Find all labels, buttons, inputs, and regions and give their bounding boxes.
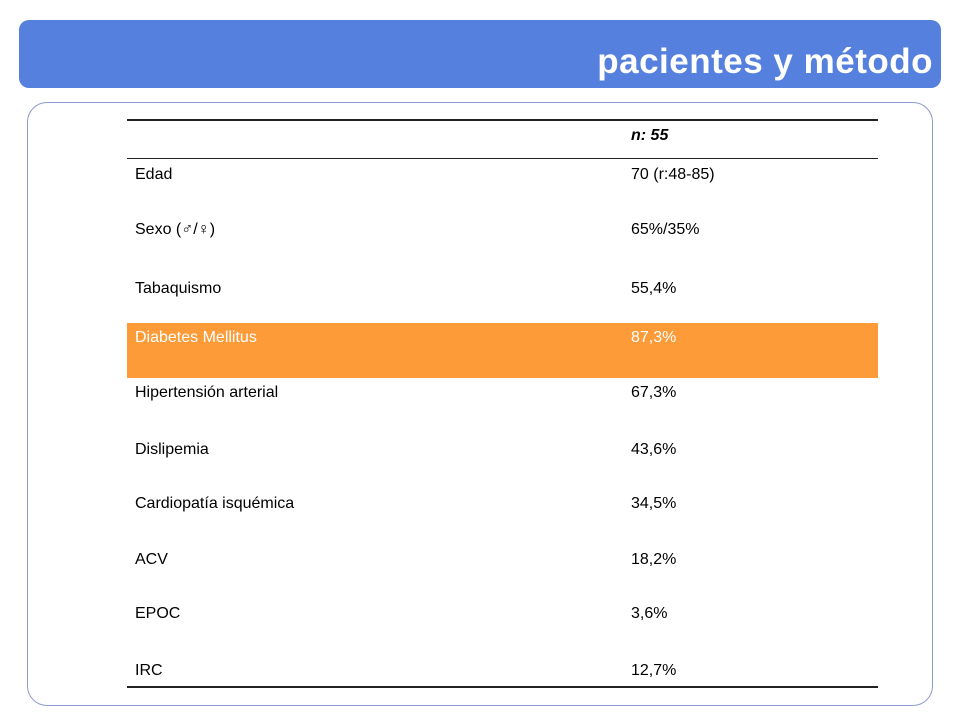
row-label: ACV bbox=[135, 551, 168, 568]
row-label: Cardiopatía isquémica bbox=[135, 495, 295, 512]
table-header-row: n: 55 bbox=[127, 121, 878, 159]
row-label: Diabetes Mellitus bbox=[135, 329, 257, 346]
row-label: Edad bbox=[135, 166, 173, 183]
row-value: 87,3% bbox=[631, 329, 677, 346]
row-value: 65%/35% bbox=[631, 221, 700, 238]
patient-data-table: n: 55 Edad 70 (r:48-85) Sexo (♂/♀) 65%/3… bbox=[127, 119, 878, 688]
table-row-dislipemia: Dislipemia 43,6% bbox=[127, 435, 878, 490]
title-bar bbox=[19, 20, 941, 88]
content-frame bbox=[27, 102, 933, 706]
row-value: 18,2% bbox=[631, 551, 677, 568]
row-value: 55,4% bbox=[631, 280, 677, 297]
table-row-diabetes-highlighted: Diabetes Mellitus 87,3% bbox=[127, 323, 878, 378]
row-label: Sexo (♂/♀) bbox=[135, 221, 216, 238]
row-label: Hipertensión arterial bbox=[135, 384, 279, 401]
table-row-cardiopatia: Cardiopatía isquémica 34,5% bbox=[127, 490, 878, 546]
row-label: IRC bbox=[135, 662, 163, 679]
table-row-tabaquismo: Tabaquismo 55,4% bbox=[127, 270, 878, 323]
row-value: 67,3% bbox=[631, 384, 677, 401]
table-header-n: n: 55 bbox=[631, 127, 669, 144]
row-label: EPOC bbox=[135, 605, 181, 622]
table-row-edad: Edad 70 (r:48-85) bbox=[127, 159, 878, 211]
table-row-hipertension: Hipertensión arterial 67,3% bbox=[127, 378, 878, 435]
table-row-irc: IRC 12,7% bbox=[127, 656, 878, 686]
row-value: 70 (r:48-85) bbox=[631, 166, 715, 183]
row-label: Tabaquismo bbox=[135, 280, 222, 297]
row-label: Dislipemia bbox=[135, 441, 209, 458]
table-row-epoc: EPOC 3,6% bbox=[127, 600, 878, 656]
table-row-acv: ACV 18,2% bbox=[127, 546, 878, 600]
row-value: 3,6% bbox=[631, 605, 668, 622]
row-value: 43,6% bbox=[631, 441, 677, 458]
row-value: 12,7% bbox=[631, 662, 677, 679]
table-row-sexo: Sexo (♂/♀) 65%/35% bbox=[127, 211, 878, 270]
row-value: 34,5% bbox=[631, 495, 677, 512]
slide-title: pacientes y método bbox=[597, 42, 933, 81]
